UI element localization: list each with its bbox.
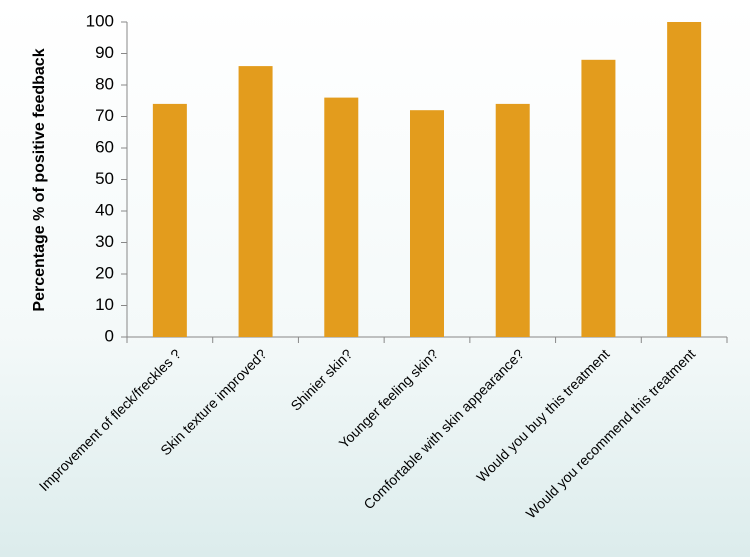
bar (581, 59, 616, 338)
y-tick-label: 60 (95, 137, 114, 156)
y-tick-label: 50 (95, 169, 114, 188)
bar (410, 110, 444, 337)
bar (152, 103, 187, 338)
bar (324, 97, 359, 337)
y-tick-label: 100 (86, 11, 114, 30)
y-tick-label: 40 (95, 200, 114, 219)
y-tick-label: 0 (105, 326, 114, 345)
y-tick-label: 10 (95, 295, 114, 314)
bar (667, 22, 702, 337)
bar (238, 66, 273, 337)
y-tick-label: 80 (95, 74, 114, 93)
bar (495, 103, 530, 338)
y-axis-label: Percentage % of positive feedback (31, 48, 48, 311)
y-tick-label: 90 (95, 43, 114, 62)
y-tick-label: 20 (95, 263, 114, 282)
y-tick-label: 30 (95, 232, 114, 251)
y-tick-label: 70 (95, 106, 114, 125)
